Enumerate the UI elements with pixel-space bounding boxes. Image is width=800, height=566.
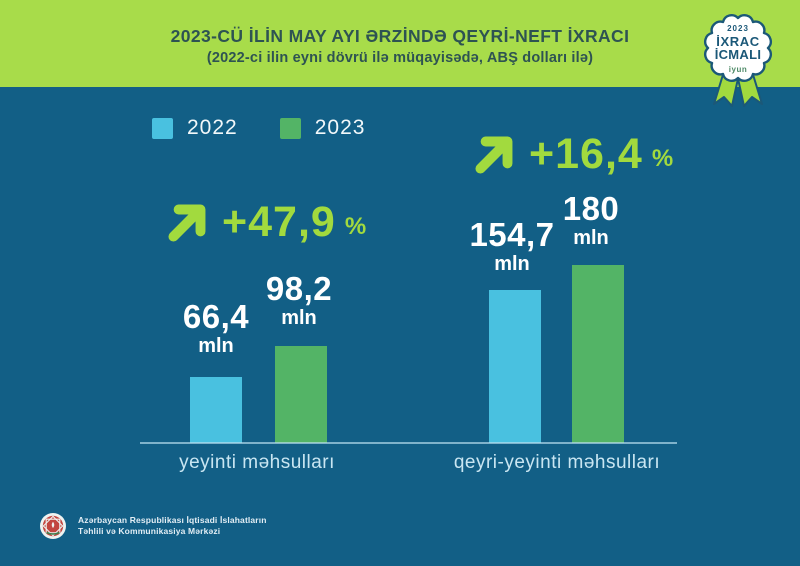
up-right-arrow-icon <box>168 204 206 242</box>
chart-panel <box>0 87 800 566</box>
value-number: 66,4 <box>182 298 250 335</box>
growth-value-food: +47,9 <box>222 197 336 246</box>
growth-value-nonfood: +16,4 <box>529 129 643 178</box>
value-label-nonfood-2022: 154,7 mln <box>447 218 577 276</box>
badge-year: 2023 <box>727 24 749 33</box>
value-unit: mln <box>573 227 609 249</box>
legend-label-2022: 2022 <box>187 116 238 139</box>
up-right-arrow-icon <box>475 136 513 174</box>
badge-month: iyun <box>728 65 748 74</box>
seal-ribbon-icon <box>704 14 772 107</box>
value-label-food-2022: 66,4 mln <box>151 300 281 358</box>
org-line-1: Azərbaycan Respublikası İqtisadi İslahat… <box>78 515 267 525</box>
bar-food-2022 <box>190 377 242 443</box>
percent-sign: % <box>344 213 367 240</box>
category-label-nonfood: qeyri-yeyinti məhsulları <box>453 452 661 473</box>
organization-name: Azərbaycan Respublikası İqtisadi İslahat… <box>78 515 267 537</box>
legend-item-2023: 2023 <box>279 116 366 140</box>
growth-indicator-food: +47,9 % <box>163 197 366 247</box>
legend-swatch-2022 <box>152 117 173 139</box>
value-unit: mln <box>494 253 530 275</box>
header-band: 2023-CÜ İLİN MAY AYI ƏRZİNDƏ QEYRİ-NEFT … <box>0 0 800 87</box>
x-axis-baseline <box>140 442 677 444</box>
badge-title-line2: İCMALI <box>714 47 762 62</box>
badge-title-line1: İXRAC <box>716 34 760 49</box>
growth-indicator-nonfood: +16,4 % <box>470 129 673 179</box>
category-label-food: yeyinti məhsulları <box>179 452 335 473</box>
bar-nonfood-2022 <box>489 290 541 443</box>
bar-food-2023 <box>275 346 327 443</box>
value-number: 180 <box>562 190 620 227</box>
value-label-nonfood-2023: 180 mln <box>526 192 656 250</box>
value-number: 154,7 <box>469 216 555 253</box>
page-title: 2023-CÜ İLİN MAY AYI ƏRZİNDƏ QEYRİ-NEFT … <box>170 26 630 46</box>
page-subtitle: (2022-ci ilin eyni dövrü ilə müqayisədə,… <box>206 50 594 66</box>
value-number: 98,2 <box>265 270 333 307</box>
legend-label-2023: 2023 <box>314 116 366 139</box>
legend-swatch-2023 <box>279 117 301 139</box>
legend-item-2022: 2022 <box>152 116 238 140</box>
org-line-2: Təhlili və Kommunikasiya Mərkəzi <box>78 526 221 536</box>
bar-nonfood-2023 <box>572 265 624 443</box>
badge-text: 2023 İXRAC İCMALI iyun <box>701 24 775 74</box>
value-label-food-2023: 98,2 mln <box>234 272 364 330</box>
value-unit: mln <box>281 307 317 329</box>
ixrac-icmali-badge: 2023 İXRAC İCMALI iyun <box>701 10 775 112</box>
percent-sign: % <box>651 145 674 172</box>
legend: 2022 2023 <box>152 116 365 140</box>
state-emblem-icon <box>40 513 66 539</box>
value-unit: mln <box>198 335 234 357</box>
footer: Azərbaycan Respublikası İqtisadi İslahat… <box>38 511 267 541</box>
